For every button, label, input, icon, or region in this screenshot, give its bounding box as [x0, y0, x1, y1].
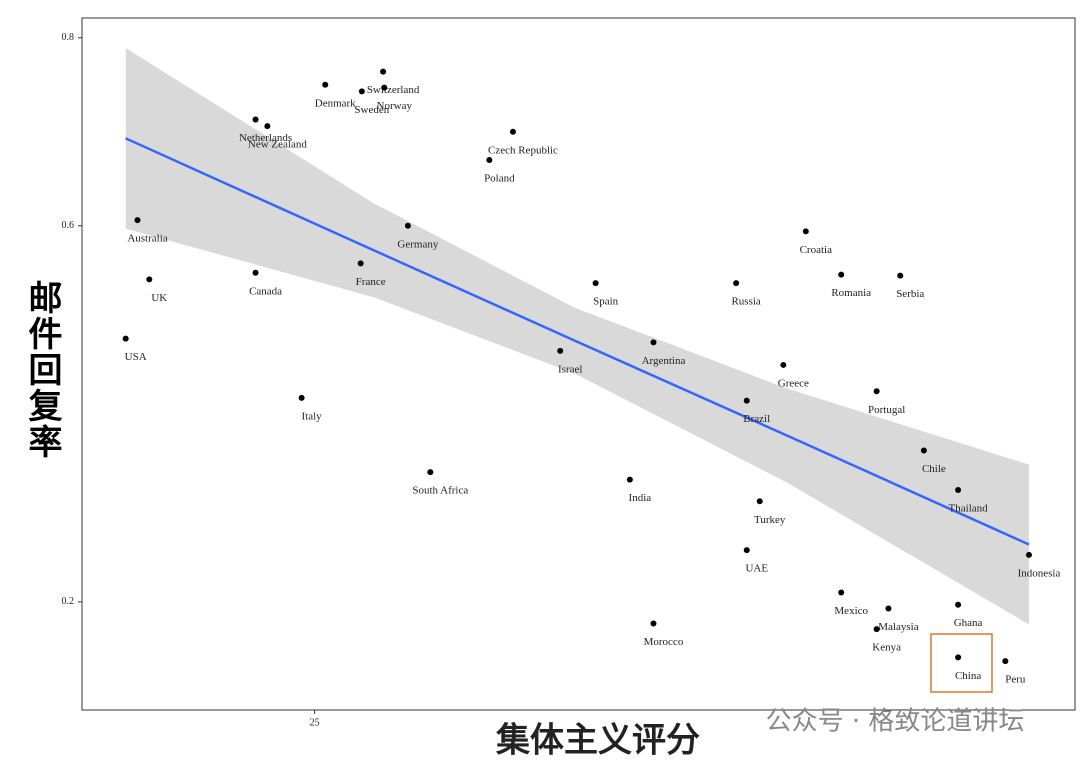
point	[920, 447, 927, 454]
point-label: Kenya	[872, 642, 901, 654]
point-label: Denmark	[315, 97, 356, 109]
point-label: Russia	[731, 296, 760, 308]
point-label: Greece	[778, 377, 809, 389]
point-label: Croatia	[800, 244, 832, 256]
point-label: Ghana	[954, 617, 983, 629]
x-axis-title: 集体主义评分	[495, 721, 700, 761]
point	[885, 605, 892, 612]
point-label: India	[629, 492, 652, 504]
point	[427, 469, 434, 476]
y-tick-label: 0.2	[62, 596, 75, 607]
point	[404, 222, 411, 229]
point-label: Turkey	[754, 514, 786, 526]
point-label: Australia	[127, 233, 167, 245]
point-label: Indonesia	[1018, 567, 1061, 579]
point	[486, 156, 493, 163]
point-label: Czech Republic	[488, 144, 558, 156]
point	[955, 601, 962, 608]
point-label: Norway	[377, 100, 413, 112]
point	[838, 589, 845, 596]
point	[955, 486, 962, 493]
point-label: Brazil	[743, 413, 770, 425]
point-label: Germany	[397, 238, 438, 250]
point	[252, 116, 259, 123]
point	[1002, 658, 1009, 665]
point-label: UAE	[745, 563, 768, 575]
point	[650, 339, 657, 346]
point-label: Switzerland	[367, 84, 420, 96]
point	[146, 276, 153, 283]
point	[264, 123, 271, 130]
point	[592, 280, 599, 287]
point	[358, 88, 365, 95]
watermark: 公众号 · 格致论道讲坛	[766, 707, 1025, 737]
point	[298, 394, 305, 401]
point-label: Malaysia	[878, 621, 918, 633]
y-tick-label: 0.6	[62, 220, 75, 231]
point	[743, 397, 750, 404]
point-label: Chile	[922, 463, 946, 475]
point	[380, 68, 387, 75]
point	[134, 217, 141, 224]
point	[626, 476, 633, 483]
point-label: Netherlands	[239, 132, 292, 144]
point-label: Thailand	[949, 503, 989, 515]
point	[650, 620, 657, 627]
point-label: UK	[151, 292, 167, 304]
point	[756, 498, 763, 505]
point-label: Morocco	[644, 636, 684, 648]
fit-line	[125, 137, 1030, 546]
point-label: Portugal	[868, 404, 905, 416]
point-label: Spain	[593, 296, 619, 308]
confidence-band	[125, 48, 1029, 625]
point	[733, 280, 740, 287]
point	[802, 228, 809, 235]
point	[873, 626, 880, 633]
point-label: Israel	[558, 363, 582, 375]
point-label: Peru	[1005, 674, 1026, 686]
y-tick-label: 0.8	[62, 32, 75, 43]
point-label: New Zealand	[248, 139, 307, 151]
plot-frame	[81, 17, 1076, 711]
point-label: Sweden	[354, 104, 389, 116]
point	[357, 260, 364, 267]
point-label: Italy	[302, 410, 323, 422]
point	[322, 81, 329, 88]
point	[955, 654, 962, 661]
point	[557, 347, 564, 354]
point	[1025, 551, 1032, 558]
point	[838, 271, 845, 278]
point-label: France	[356, 276, 386, 288]
point	[122, 335, 129, 342]
point-label: China	[955, 670, 981, 682]
point	[780, 361, 787, 368]
point	[873, 388, 880, 395]
highlight-box	[930, 633, 993, 693]
point	[509, 128, 516, 135]
point	[381, 84, 388, 91]
point-label: Romania	[831, 287, 871, 299]
point-label: Poland	[484, 173, 515, 185]
y-axis-title: 邮件回复率	[22, 280, 62, 460]
x-tick-label: 25	[310, 717, 320, 728]
point-label: Argentina	[642, 355, 686, 367]
point-label: Canada	[249, 285, 282, 297]
point	[743, 547, 750, 554]
point	[897, 272, 904, 279]
point-label: Mexico	[834, 605, 868, 617]
point-label: Serbia	[896, 288, 924, 300]
point	[252, 269, 259, 276]
point-label: USA	[125, 351, 147, 363]
point-label: South Africa	[412, 485, 468, 497]
